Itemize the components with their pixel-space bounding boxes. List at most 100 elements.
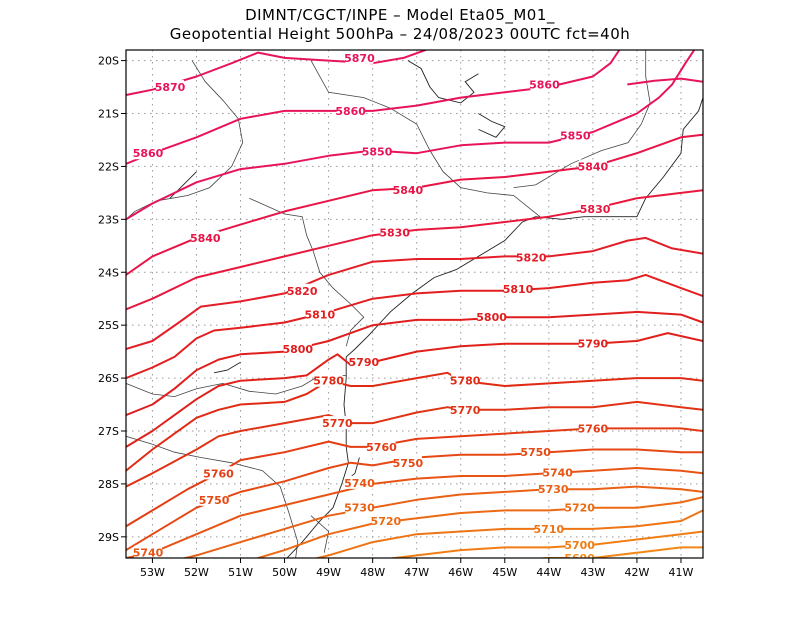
contour-label: 5760 [578,422,609,435]
lat-tick-label: 25S [98,319,119,332]
contour-label-background [565,500,594,514]
contour-label: 5760 [203,467,234,480]
contour-label-background [380,225,409,239]
contour-label: 5790 [578,338,609,351]
contour-label: 5850 [560,130,591,143]
contour-label: 5810 [503,283,534,296]
contour-label-background [517,250,546,264]
contour-label-background [578,159,607,173]
contour-label: 5720 [564,502,595,515]
contour-5860 [126,50,621,165]
lat-tick-label: 26S [98,372,119,385]
contour-label-background [305,307,334,321]
lon-tick-label: 44W [536,566,561,579]
contour-label: 5740 [542,466,573,479]
contour-label: 5860 [133,147,164,160]
lon-tick-label: 46W [448,566,473,579]
lat-tick-label: 21S [98,108,119,121]
contour-label: 5870 [344,52,375,65]
contour-label: 5770 [450,404,481,417]
contour-5770 [126,400,703,488]
state-border-line [513,50,651,188]
contour-label-background [578,421,607,435]
lon-tick-label: 53W [140,566,165,579]
contour-5740 [126,467,703,558]
lon-tick-label: 45W [492,566,517,579]
contour-5800 [126,310,703,417]
contour-label-background [283,341,312,355]
contour-label-background [345,50,374,64]
coastline-segment [478,113,506,138]
contour-label: 5820 [516,251,547,264]
contour-label: 5830 [580,203,611,216]
contour-label-background [314,373,343,387]
contour-label-background [371,513,400,527]
lon-tick-label: 47W [404,566,429,579]
contour-label: 5780 [313,375,344,388]
lat-tick-label: 22S [98,160,119,173]
contour-5830 [126,189,703,311]
contour-label-background [534,521,563,535]
coastline-segment [348,457,360,479]
state-border-line [310,515,330,553]
lat-tick-label: 27S [98,425,119,438]
contour-5710 [313,509,703,558]
contour-label-background [200,492,229,506]
state-border-line [310,60,541,218]
contour-label-background [156,80,185,94]
coastline-segment [286,216,536,558]
contour-label-background [134,146,163,160]
plot-frame [125,49,704,559]
contour-label-background [336,103,365,117]
contour-5820 [126,236,703,350]
contour-label-background [204,466,233,480]
lat-tick-label: 29S [98,531,119,544]
contour-label: 5840 [190,232,221,245]
contour-5730 [181,485,703,558]
height-contours [126,50,703,558]
contour-label-background [349,355,378,369]
contour-label-background [363,144,392,158]
contour-label-background [565,551,594,558]
contour-label: 5800 [282,343,313,356]
contour-label-background [565,537,594,551]
contour-label: 5870 [155,81,186,94]
contour-label: 5710 [534,523,565,536]
contour-label: 5830 [379,227,410,240]
contour-label: 5720 [371,515,402,528]
contour-label-background [288,283,317,297]
contour-label: 5790 [349,356,380,369]
contour-label-background [578,336,607,350]
contour-label: 5750 [393,457,424,470]
contour-label: 5730 [538,483,569,496]
contour-5870 [627,77,703,86]
contour-label-background [530,77,559,91]
contour-label: 5750 [520,446,551,459]
contour-label-background [393,455,422,469]
contour-label: 5690 [564,552,595,565]
contour-label: 5780 [450,375,481,388]
contour-5840 [126,133,703,276]
coastline [169,60,703,558]
lat-tick-label: 24S [98,266,119,279]
contour-5850 [126,50,696,221]
contour-5790 [126,332,703,448]
contour-label-background [539,482,568,496]
contour-label: 5860 [335,105,366,118]
contour-label-background [345,500,374,514]
contour-label: 5770 [322,417,353,430]
contour-label-background [504,282,533,296]
contour-label: 5740 [344,477,375,490]
contour-label: 5860 [529,78,560,91]
lat-tick-label: 20S [98,55,119,68]
contour-5690 [531,546,703,558]
contour-labels: 5870 5870 5860 5860 5860 5850 5850 5840 5840 5840… [133,50,611,565]
contour-label-background [561,128,590,142]
contour-label-background [393,183,422,197]
coastline-segment [214,361,241,374]
lon-tick-label: 42W [624,566,649,579]
contour-label-background [477,310,506,324]
coastline-segment [535,97,703,220]
state-border-line [126,435,299,558]
